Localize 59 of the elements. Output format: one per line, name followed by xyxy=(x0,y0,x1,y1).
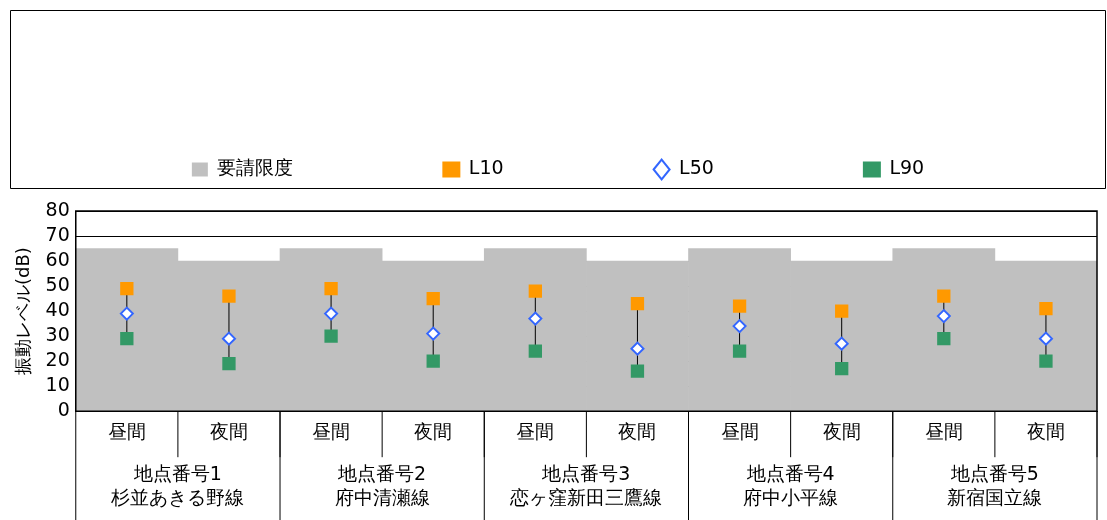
x-tick-label: 昼間 xyxy=(516,419,555,442)
point xyxy=(222,357,236,371)
y-tick-label: 10 xyxy=(45,373,70,396)
x-tick-label: 昼間 xyxy=(107,419,146,442)
point xyxy=(937,331,951,346)
point xyxy=(834,336,849,351)
x-tick-label: 昼間 xyxy=(720,419,759,442)
point xyxy=(630,364,645,378)
point xyxy=(1038,331,1053,346)
point xyxy=(528,344,542,358)
point xyxy=(221,331,236,346)
point xyxy=(426,326,441,341)
text: 地点番号4 府中小平線 xyxy=(743,461,839,508)
text: 地点番号1 杉並あきる野線 xyxy=(110,461,245,508)
y-tick-label: 70 xyxy=(45,222,70,245)
point xyxy=(120,331,134,346)
point xyxy=(528,284,542,298)
point xyxy=(630,341,645,356)
text: 地点番号3 恋ヶ窪新田三鷹線 xyxy=(509,461,663,508)
point xyxy=(324,329,338,343)
legend-label: 要請限度 xyxy=(217,156,294,179)
text: 地点番号5 新宿国立線 xyxy=(947,461,1043,508)
point xyxy=(936,309,951,324)
point xyxy=(426,291,440,306)
point xyxy=(937,289,951,303)
point xyxy=(120,281,134,296)
point xyxy=(324,281,338,296)
point xyxy=(732,319,747,334)
x-tick-label: 昼間 xyxy=(924,419,963,442)
y-tick-label: 30 xyxy=(45,323,70,346)
point xyxy=(426,354,440,368)
y-tick-label: 50 xyxy=(45,273,70,296)
y-tick-label: 0 xyxy=(57,398,70,421)
x-tick-label: 昼間 xyxy=(312,419,351,442)
point xyxy=(222,289,236,303)
legend-label: L90 xyxy=(889,156,925,179)
text: 地点番号2 府中清瀬線 xyxy=(334,461,430,508)
point xyxy=(1039,301,1053,316)
y-tick-label: 40 xyxy=(45,298,70,321)
point xyxy=(630,296,645,311)
y-tick-label: 80 xyxy=(45,197,70,220)
point xyxy=(835,304,849,318)
x-tick-label: 夜間 xyxy=(822,419,861,442)
y-axis-title: 振動レベル(dB) xyxy=(12,247,34,376)
x-tick-label: 夜間 xyxy=(414,419,453,442)
y-tick-label: 20 xyxy=(45,348,70,371)
y-tick-label: 60 xyxy=(45,247,70,270)
point xyxy=(732,344,747,358)
x-tick-label: 夜間 xyxy=(209,419,248,442)
x-tick-label: 夜間 xyxy=(618,419,657,442)
point xyxy=(732,299,747,313)
point xyxy=(1039,354,1053,368)
point xyxy=(119,306,134,321)
point xyxy=(835,362,849,376)
point xyxy=(528,311,543,326)
legend-label: L50 xyxy=(679,156,714,179)
point xyxy=(324,306,339,321)
x-tick-label: 夜間 xyxy=(1026,419,1065,442)
legend-label: L10 xyxy=(468,156,504,179)
